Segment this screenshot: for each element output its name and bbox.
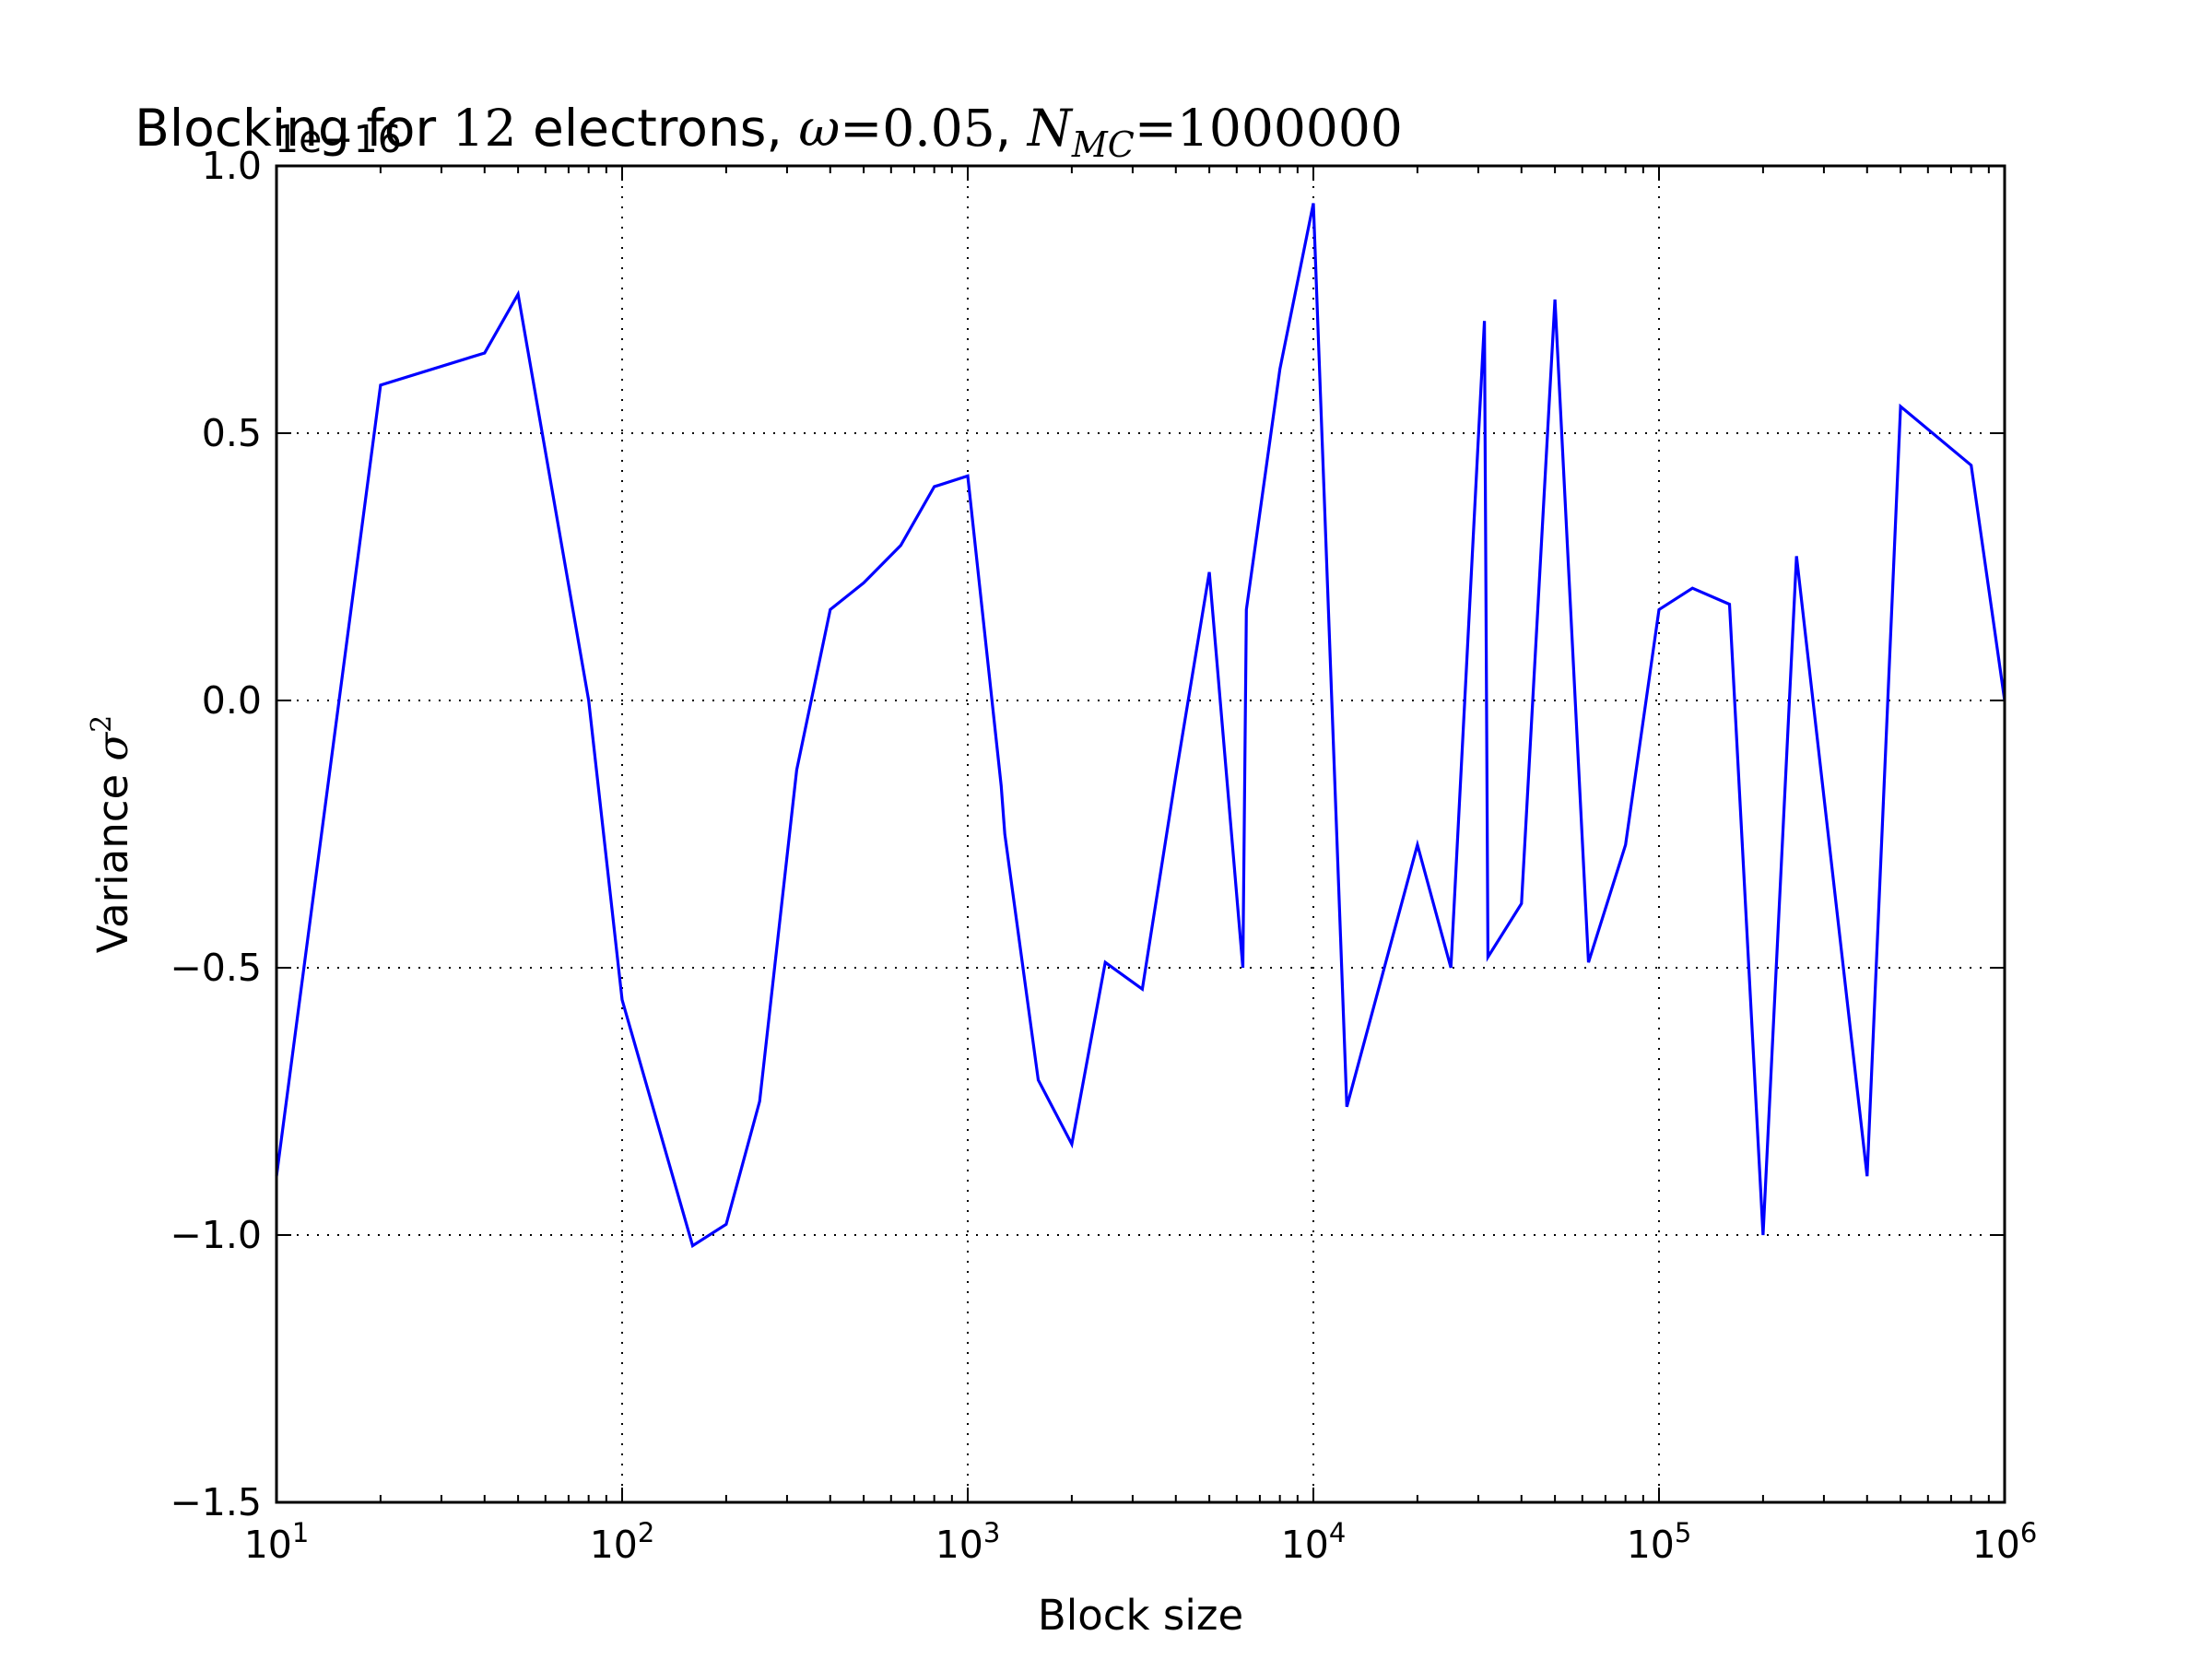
x-tick-label: 106: [1972, 1517, 2038, 1567]
grid: [276, 166, 2005, 1502]
title-mid: electrons,: [517, 99, 799, 158]
x-tick-label: 104: [1281, 1517, 1347, 1567]
x-tick-label: 102: [590, 1517, 655, 1567]
x-tick-label: 103: [935, 1517, 1001, 1567]
y-label-text: Variance: [88, 761, 137, 954]
title-omega-symbol: ω: [798, 99, 840, 158]
x-axis-label: Block size: [1038, 1591, 1243, 1640]
y-tick-label: −1.0: [170, 1213, 262, 1257]
tick-labels: 101 102 103 104 105 106 1.0 0.5 0.0 −0.5 −1.0 −1.5: [170, 144, 2037, 1567]
y-axis-label: Variance σ2: [86, 715, 137, 954]
y-label-superscript: 2: [86, 715, 118, 733]
series-line: [275, 203, 2006, 1249]
chart-title: Blocking for 12 electrons, ω=0.05, NMC=1…: [135, 99, 1403, 165]
title-omega-value: =0.05: [840, 99, 995, 158]
title-nmc-value: =1000000: [1135, 99, 1403, 158]
title-n: 12: [453, 99, 517, 158]
y-tick-label: 1.0: [202, 144, 262, 188]
title-nmc-subscript: MC: [1071, 124, 1135, 165]
title-prefix: Blocking for: [135, 99, 452, 158]
y-tick-label: −1.5: [170, 1480, 262, 1524]
title-separator: ,: [995, 99, 1028, 158]
axis-ticks: [276, 165, 2006, 1503]
y-offset-label: 1e−16: [275, 117, 402, 161]
y-tick-label: 0.5: [202, 411, 262, 455]
title-nmc-symbol: N: [1026, 99, 1074, 158]
plot-frame: [275, 164, 2006, 1504]
y-tick-label: 0.0: [202, 678, 262, 723]
y-label-symbol: σ: [88, 732, 137, 761]
plot-area: [275, 203, 2006, 1249]
x-tick-label: 101: [244, 1517, 310, 1567]
y-tick-label: −0.5: [170, 946, 262, 990]
x-tick-label: 105: [1627, 1517, 1692, 1567]
